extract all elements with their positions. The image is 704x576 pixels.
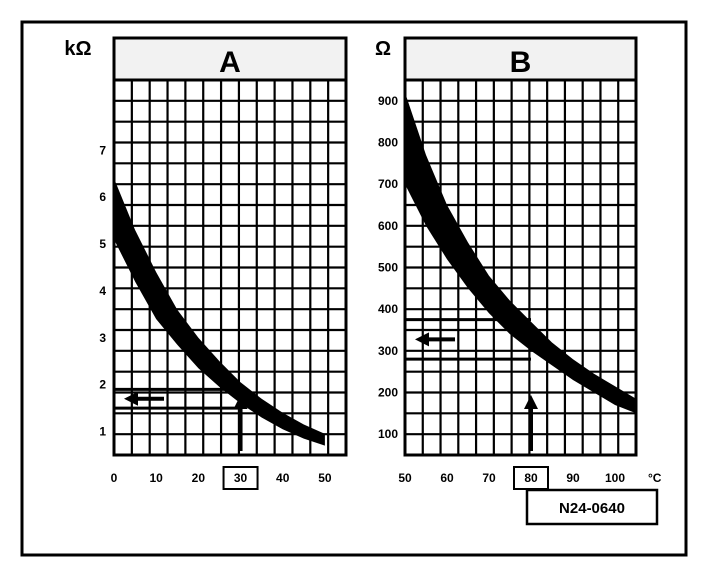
x-tick-label: 20 [192,471,206,485]
x-tick-label: 30 [234,471,248,485]
x-tick-label: 40 [276,471,290,485]
y-tick-label: 1 [99,425,106,439]
x-tick-label: 80 [524,471,538,485]
reference-code: N24-0640 [559,500,625,517]
highlighted-x-tick-box [222,466,259,490]
x-unit-label: °C [648,471,662,485]
y-tick-label: 700 [378,177,398,191]
resistance-band [405,92,636,414]
temperature-arrow-head [233,395,248,409]
x-tick-label: 0 [111,471,118,485]
panel-a-chart: AkΩ 0 10 20 30 40 50 1 2 3 4 5 6 7 [64,36,348,490]
x-tick-label: 100 [605,471,625,485]
y-tick-label: 6 [99,190,106,204]
y-unit-label: Ω [375,38,391,60]
panel-title: B [510,46,532,79]
x-tick-label: 10 [150,471,164,485]
y-tick-label: 4 [99,284,106,298]
y-tick-label: 800 [378,136,398,150]
reading-arrow-head [124,391,138,406]
x-tick-label: 50 [398,471,412,485]
resistance-band [114,178,325,446]
x-tick-label: 90 [566,471,580,485]
temperature-arrow-head [524,395,538,409]
y-tick-label: 500 [378,261,398,275]
x-tick-label: 70 [482,471,496,485]
y-tick-label: 400 [378,302,398,316]
y-tick-label: 3 [99,331,106,345]
y-tick-label: 600 [378,219,398,233]
y-unit-label: kΩ [64,38,91,60]
y-tick-label: 200 [378,386,398,400]
y-tick-label: 5 [99,237,106,251]
y-tick-label: 2 [99,378,106,392]
x-tick-label: 60 [440,471,454,485]
y-tick-label: 900 [378,94,398,108]
y-tick-label: 300 [378,344,398,358]
panel-title: A [219,46,241,79]
reading-arrow-head [415,332,429,347]
reference-box [525,488,659,526]
y-tick-label: 100 [378,427,398,441]
panel-b-chart: B Ω 50 60 70 80 90 100 °C 100 200 300 400 500 600 700 80… [375,36,662,490]
x-tick-label: 50 [318,471,332,485]
y-tick-label: 7 [99,143,106,157]
